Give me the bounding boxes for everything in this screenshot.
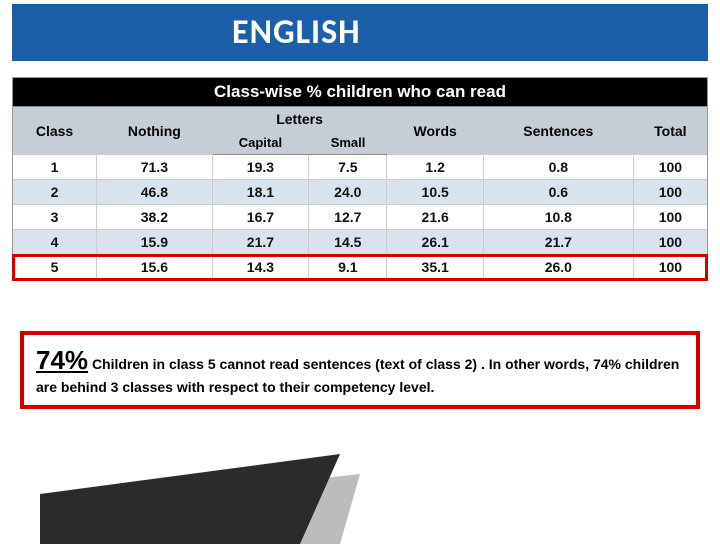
cell-total: 100: [633, 155, 707, 180]
data-table: Class Nothing Letters Words Sentences To…: [13, 107, 707, 280]
cell-small: 14.5: [309, 230, 387, 255]
table-row: 246.818.124.010.50.6100: [13, 180, 707, 205]
cell-capital: 18.1: [212, 180, 309, 205]
page-title: ENGLISH: [12, 4, 708, 61]
cell-sentences: 26.0: [483, 255, 633, 280]
callout-box: 74% Children in class 5 cannot read sent…: [20, 331, 700, 409]
cell-class: 5: [13, 255, 97, 280]
reading-table: Class-wise % children who can read Class…: [12, 77, 708, 281]
cell-total: 100: [633, 205, 707, 230]
cell-class: 2: [13, 180, 97, 205]
cell-small: 12.7: [309, 205, 387, 230]
cell-words: 1.2: [387, 155, 483, 180]
cell-capital: 21.7: [212, 230, 309, 255]
callout-text: Children in class 5 cannot read sentence…: [36, 356, 679, 395]
callout-percent: 74%: [36, 345, 88, 375]
cell-small: 7.5: [309, 155, 387, 180]
cell-words: 21.6: [387, 205, 483, 230]
cell-total: 100: [633, 180, 707, 205]
cell-class: 3: [13, 205, 97, 230]
cell-capital: 14.3: [212, 255, 309, 280]
col-sentences: Sentences: [483, 107, 633, 155]
cell-sentences: 10.8: [483, 205, 633, 230]
cell-words: 35.1: [387, 255, 483, 280]
cell-words: 26.1: [387, 230, 483, 255]
cell-sentences: 21.7: [483, 230, 633, 255]
cell-small: 24.0: [309, 180, 387, 205]
table-row: 515.614.39.135.126.0100: [13, 255, 707, 280]
cell-total: 100: [633, 230, 707, 255]
cell-class: 1: [13, 155, 97, 180]
cell-nothing: 46.8: [97, 180, 213, 205]
cell-class: 4: [13, 230, 97, 255]
table-row: 415.921.714.526.121.7100: [13, 230, 707, 255]
cell-nothing: 38.2: [97, 205, 213, 230]
cell-nothing: 71.3: [97, 155, 213, 180]
cell-words: 10.5: [387, 180, 483, 205]
cell-sentences: 0.8: [483, 155, 633, 180]
decorative-shape: [40, 454, 360, 544]
table-row: 338.216.712.721.610.8100: [13, 205, 707, 230]
col-small: Small: [309, 131, 387, 155]
cell-capital: 19.3: [212, 155, 309, 180]
cell-nothing: 15.9: [97, 230, 213, 255]
col-letters: Letters: [212, 107, 387, 131]
col-class: Class: [13, 107, 97, 155]
cell-total: 100: [633, 255, 707, 280]
cell-small: 9.1: [309, 255, 387, 280]
col-capital: Capital: [212, 131, 309, 155]
col-total: Total: [633, 107, 707, 155]
table-row: 171.319.37.51.20.8100: [13, 155, 707, 180]
cell-capital: 16.7: [212, 205, 309, 230]
cell-nothing: 15.6: [97, 255, 213, 280]
table-caption: Class-wise % children who can read: [13, 78, 707, 107]
cell-sentences: 0.6: [483, 180, 633, 205]
col-words: Words: [387, 107, 483, 155]
col-nothing: Nothing: [97, 107, 213, 155]
